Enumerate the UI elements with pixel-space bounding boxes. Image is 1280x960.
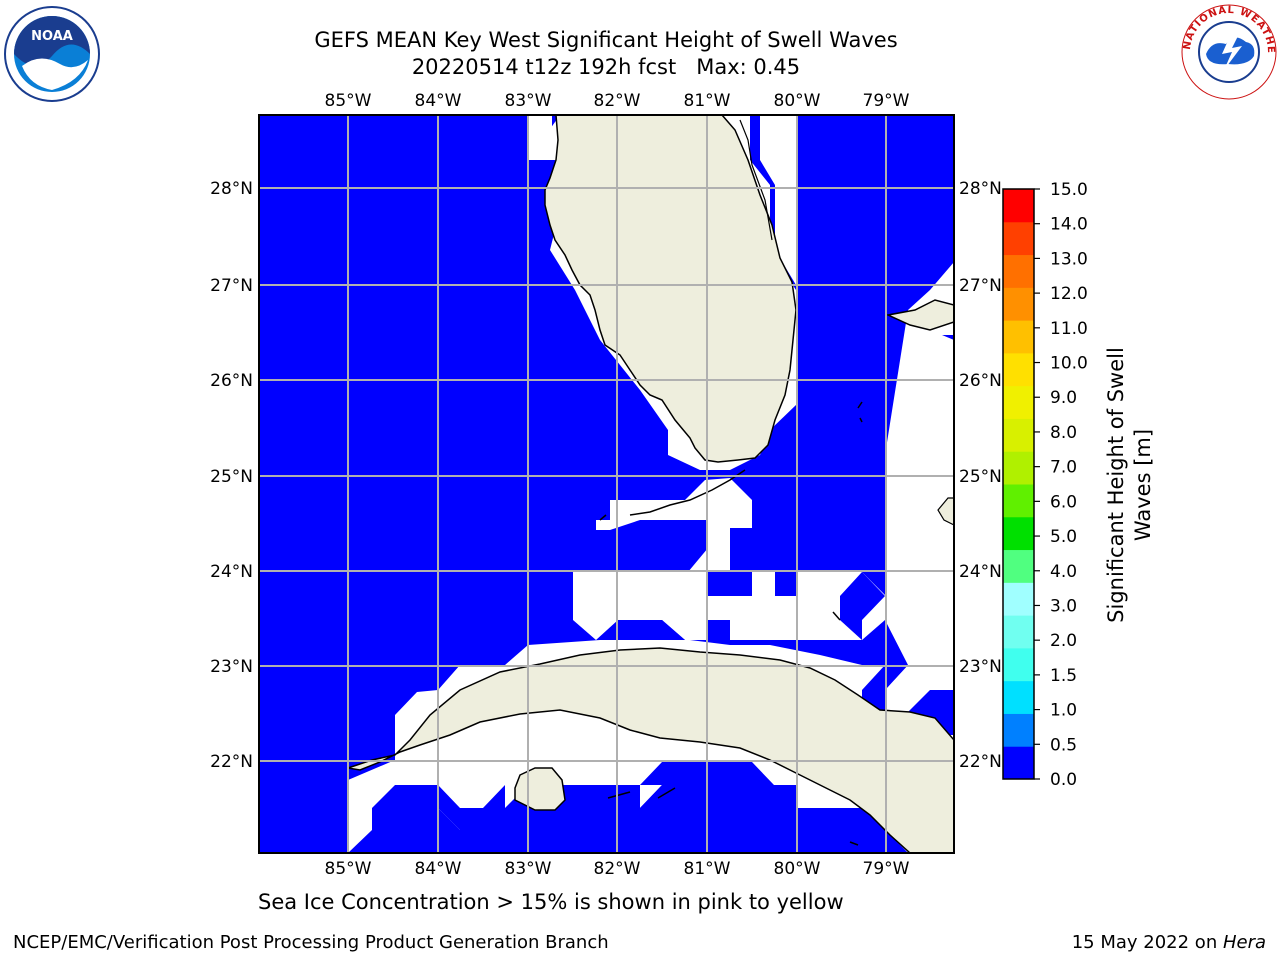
colorbar-tick-label: 3.0 — [1050, 596, 1077, 616]
lon-label: 80°W — [774, 91, 821, 111]
colorbar-segment — [1003, 320, 1034, 354]
colorbar: 0.0 0.5 1.0 1.5 2.0 3.0 4.0 5.0 6.0 7.0 8.0 9.0 10.0… — [1002, 180, 1088, 790]
lon-label: 85°W — [325, 859, 372, 879]
colorbar-tick-label: 4.0 — [1050, 562, 1077, 582]
swell-field-pockets — [438, 405, 954, 853]
lat-label: 24°N — [210, 562, 253, 582]
colorbar-tick-label: 0.0 — [1050, 770, 1077, 790]
nws-logo: NATIONAL WEATHER SERVICE — [1178, 2, 1277, 100]
colorbar-segment — [1003, 451, 1034, 485]
colorbar-label-line1: Significant Height of Swell — [1104, 347, 1128, 623]
colorbar-segment — [1003, 287, 1034, 321]
cuba-land — [347, 647, 954, 853]
colorbar-segment — [1003, 484, 1034, 518]
noaa-logo: NOAA — [4, 6, 100, 102]
colorbar-segment — [1003, 582, 1034, 616]
colorbar-segment — [1003, 254, 1034, 288]
colorbar-tick-label: 11.0 — [1050, 319, 1088, 339]
colorbar-segment — [1003, 746, 1034, 780]
lon-label: 81°W — [684, 91, 731, 111]
colorbar-segment — [1003, 418, 1034, 452]
lat-label: 23°N — [959, 657, 1002, 677]
lat-label: 27°N — [959, 276, 1002, 296]
colorbar-segment — [1003, 713, 1034, 747]
lat-label: 22°N — [959, 752, 1002, 772]
lat-label: 24°N — [959, 562, 1002, 582]
lon-label: 84°W — [415, 91, 462, 111]
lat-label: 23°N — [210, 657, 253, 677]
isle-of-youth — [514, 767, 566, 811]
lat-label: 28°N — [210, 179, 253, 199]
florida-keys — [629, 469, 746, 516]
host-name: Hera — [1222, 932, 1266, 953]
bahamas-land — [885, 299, 954, 331]
colorbar-segment — [1003, 615, 1034, 649]
lon-label: 84°W — [415, 859, 462, 879]
lon-label: 81°W — [684, 859, 731, 879]
date-text: 15 May 2022 on — [1071, 932, 1223, 953]
title-line-2: 20220514 t12z 192h fcst Max: 0.45 — [411, 55, 801, 79]
lon-label: 80°W — [774, 859, 821, 879]
lon-label: 82°W — [594, 859, 641, 879]
colorbar-segment — [1003, 549, 1034, 583]
lon-labels-top: 85°W 84°W 83°W 82°W 81°W 80°W 79°W — [325, 91, 910, 111]
colorbar-frame — [1002, 188, 1035, 780]
map-frame — [258, 114, 955, 854]
colorbar-tick-label: 1.0 — [1050, 701, 1077, 721]
colorbar-tick-label: 6.0 — [1050, 492, 1077, 512]
lon-label: 79°W — [863, 859, 910, 879]
colorbar-tick-label: 12.0 — [1050, 284, 1088, 304]
colorbar-tick-label: 1.5 — [1050, 666, 1077, 686]
colorbar-tick-label: 10.0 — [1050, 354, 1088, 374]
bahamas-andros — [937, 497, 954, 526]
colorbar-tick-label: 13.0 — [1050, 249, 1088, 269]
lon-label: 83°W — [505, 91, 552, 111]
lon-label: 85°W — [325, 91, 372, 111]
colorbar-segment — [1003, 516, 1034, 551]
date-stamp: 15 May 2022 on Hera — [1072, 932, 1266, 953]
map-gridlines — [259, 115, 954, 853]
lon-labels-bottom: 85°W 84°W 83°W 82°W 81°W 80°W 79°W — [325, 859, 910, 879]
colorbar-segment — [1003, 385, 1034, 419]
noaa-logo-text: NOAA — [31, 29, 73, 44]
colorbar-tick-label: 2.0 — [1050, 631, 1077, 651]
colorbar-segment — [1003, 352, 1034, 387]
colorbar-tick-label: 0.5 — [1050, 735, 1077, 755]
lon-label: 82°W — [594, 91, 641, 111]
lat-label: 25°N — [210, 467, 253, 487]
colorbar-tick-label: 8.0 — [1050, 423, 1077, 443]
colorbar-tick-label: 7.0 — [1050, 458, 1077, 478]
colorbar-tick-label: 14.0 — [1050, 215, 1088, 235]
lat-labels-right: 28°N 27°N 26°N 25°N 24°N 23°N 22°N — [959, 179, 1002, 772]
colorbar-tick-label: 5.0 — [1050, 527, 1077, 547]
colorbar-label-line2: Waves [m] — [1131, 429, 1155, 541]
lat-label: 27°N — [210, 276, 253, 296]
florida-land — [544, 115, 797, 463]
lon-label: 83°W — [505, 859, 552, 879]
colorbar-tick-label: 9.0 — [1050, 388, 1077, 408]
colorbar-segment — [1003, 189, 1034, 223]
colorbar-segment — [1003, 221, 1034, 256]
lon-label: 79°W — [863, 91, 910, 111]
credit-text: NCEP/EMC/Verification Post Processing Pr… — [13, 932, 609, 953]
lat-label: 26°N — [959, 371, 1002, 391]
sea-ice-note: Sea Ice Concentration > 15% is shown in … — [258, 890, 844, 914]
colorbar-segment — [1003, 680, 1034, 714]
lat-label: 26°N — [210, 371, 253, 391]
lat-label: 25°N — [959, 467, 1002, 487]
lat-label: 22°N — [210, 752, 253, 772]
colorbar-segment — [1003, 647, 1034, 682]
title-line-1: GEFS MEAN Key West Significant Height of… — [314, 28, 898, 52]
lat-label: 28°N — [959, 179, 1002, 199]
colorbar-tick-label: 15.0 — [1050, 180, 1088, 200]
lat-labels-left: 28°N 27°N 26°N 25°N 24°N 23°N 22°N — [210, 179, 253, 772]
